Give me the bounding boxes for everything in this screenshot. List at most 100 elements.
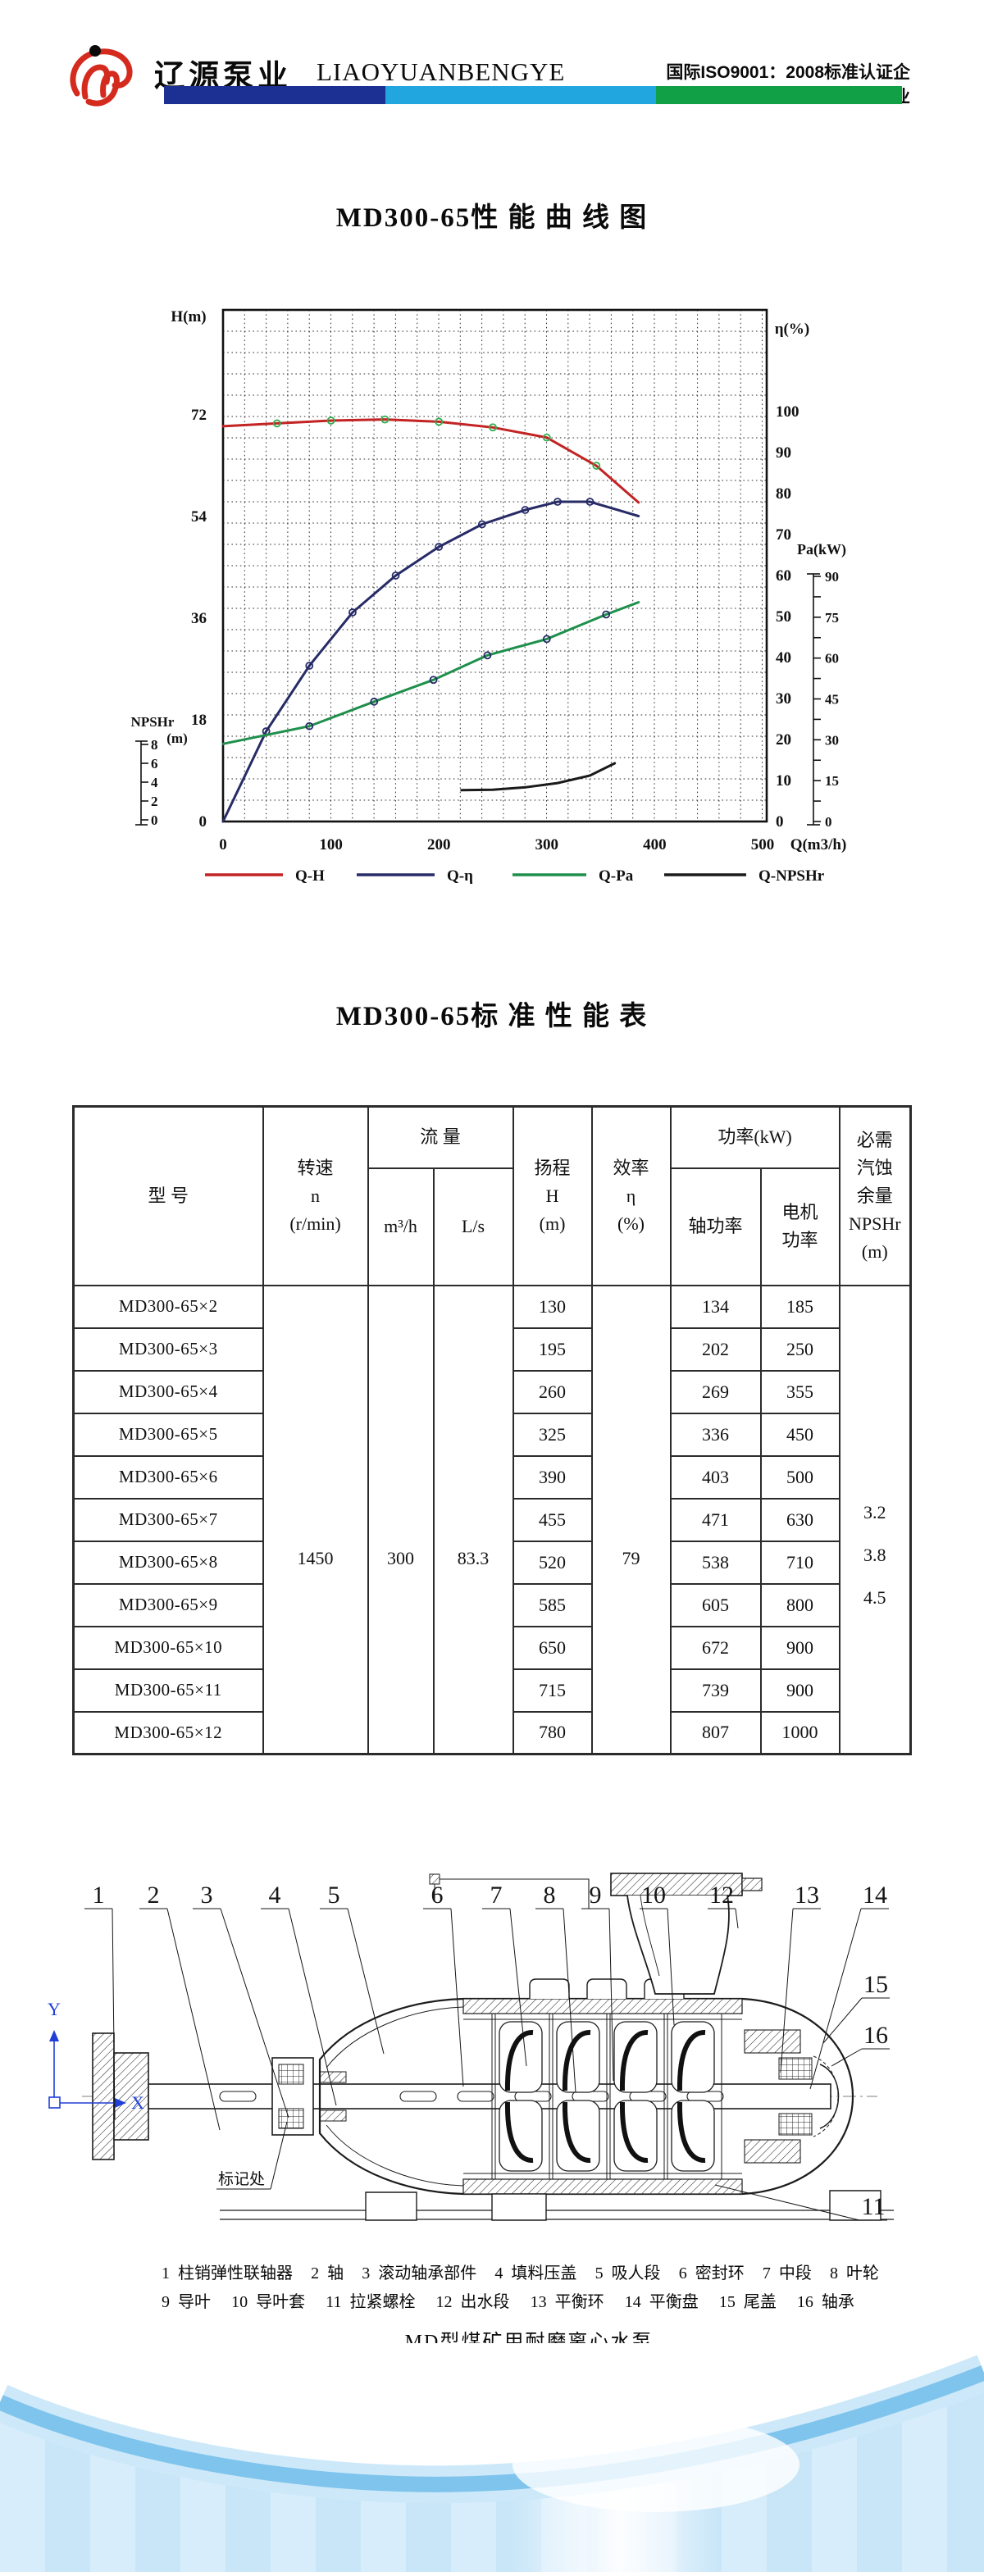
col-header-shaft-power: 轴功率 bbox=[669, 1167, 762, 1286]
part-item-4: 4 填料压盖 bbox=[494, 2260, 576, 2283]
part-item-13: 13 平衡环 bbox=[531, 2288, 604, 2312]
series-Q-Pa bbox=[221, 601, 640, 745]
legend-label: Q-H bbox=[295, 867, 325, 885]
cell-head: 520 bbox=[512, 1540, 593, 1585]
npshr-axis-unit: (m) bbox=[166, 730, 187, 746]
cell-efficiency-merged: 79 bbox=[590, 1284, 672, 1755]
cell-model: MD300-65×7 bbox=[72, 1497, 264, 1542]
part-number: 5 bbox=[594, 2264, 604, 2282]
part-number: 10 bbox=[231, 2293, 248, 2311]
legend-label: Q-Pa bbox=[599, 867, 634, 885]
callout-leader bbox=[112, 1908, 116, 2120]
svg-text:X: X bbox=[131, 2092, 144, 2113]
cell-head: 455 bbox=[512, 1497, 593, 1542]
callout-leader bbox=[509, 1908, 527, 2067]
header-bar-cyan bbox=[385, 86, 656, 104]
col-header-model: 型 号 bbox=[72, 1105, 264, 1286]
data-marker bbox=[391, 571, 400, 580]
cell-shaft-power: 739 bbox=[669, 1668, 762, 1713]
part-name: 出水段 bbox=[460, 2293, 510, 2311]
legend-label: Q-NPSHr bbox=[758, 867, 825, 885]
cell-model: MD300-65×4 bbox=[72, 1369, 264, 1414]
data-marker bbox=[272, 419, 281, 428]
data-marker bbox=[585, 498, 594, 506]
callout-number-14: 14 bbox=[863, 1882, 887, 1909]
cell-motor-power: 800 bbox=[759, 1582, 840, 1627]
callout-number-2: 2 bbox=[148, 1882, 160, 1909]
data-marker bbox=[305, 721, 314, 730]
cell-npshr-merged: 3.2 3.8 4.5 bbox=[838, 1284, 912, 1755]
part-number: 4 bbox=[494, 2264, 503, 2282]
callout-number-8: 8 bbox=[544, 1882, 556, 1909]
data-marker bbox=[521, 506, 530, 514]
pa-axis-label: Pa(kW) bbox=[797, 541, 846, 558]
part-number: 11 bbox=[326, 2293, 342, 2311]
eta-axis-label: η(%) bbox=[775, 321, 809, 338]
footer-wave-graphic bbox=[0, 2343, 984, 2512]
part-name: 轴承 bbox=[821, 2293, 854, 2311]
table-row: MD300-65×3 195 202 250 bbox=[72, 1327, 911, 1372]
axis-tick-label: 10 bbox=[776, 772, 791, 790]
axis-tick-label: 0 bbox=[219, 836, 227, 853]
part-name: 平衡盘 bbox=[649, 2293, 699, 2311]
data-marker bbox=[542, 635, 551, 644]
axis-tick-label: 6 bbox=[151, 756, 158, 771]
axis-tick-label: 0 bbox=[825, 814, 832, 830]
axis-tick-label: 15 bbox=[825, 773, 839, 789]
table-row: MD300-65×9 585 605 800 bbox=[72, 1582, 911, 1627]
callout-number-10: 10 bbox=[641, 1882, 666, 1909]
part-item-11: 11 拉紧螺栓 bbox=[326, 2288, 415, 2312]
data-marker bbox=[326, 416, 335, 425]
part-number: 2 bbox=[311, 2264, 320, 2282]
axis-tick-label: 75 bbox=[825, 610, 839, 626]
legend-label: Q-η bbox=[447, 867, 473, 885]
perf-table-title: MD300-65标 准 性 能 表 bbox=[335, 1002, 649, 1031]
axis-tick-label: 30 bbox=[825, 732, 839, 748]
cell-shaft-power: 605 bbox=[669, 1582, 762, 1627]
part-name: 叶轮 bbox=[845, 2264, 879, 2282]
data-marker bbox=[483, 651, 492, 660]
part-number: 12 bbox=[435, 2293, 453, 2311]
part-number: 1 bbox=[162, 2264, 170, 2282]
cell-model: MD300-65×2 bbox=[72, 1284, 264, 1329]
axis-tick-label: 500 bbox=[751, 836, 775, 853]
callout-leader bbox=[288, 1908, 337, 2106]
part-number: 14 bbox=[624, 2293, 641, 2311]
axis-tick-label: 0 bbox=[776, 813, 784, 831]
data-marker bbox=[429, 676, 438, 685]
data-marker bbox=[380, 415, 390, 424]
callout-number-6: 6 bbox=[431, 1882, 444, 1909]
cell-model: MD300-65×9 bbox=[72, 1582, 264, 1627]
company-logo-icon bbox=[70, 45, 133, 107]
axis-tick-label: 70 bbox=[776, 526, 791, 544]
table-row: MD300-65×4 260 269 355 bbox=[72, 1369, 911, 1414]
part-number: 8 bbox=[829, 2264, 838, 2282]
col-header-flow-ls: L/s bbox=[432, 1167, 514, 1286]
part-number: 3 bbox=[362, 2264, 371, 2282]
cell-shaft-power: 202 bbox=[669, 1327, 762, 1372]
mark-spot-label: 标记处 bbox=[218, 2170, 265, 2188]
cell-head: 325 bbox=[512, 1412, 593, 1457]
callout-leader bbox=[780, 1908, 794, 2073]
cell-model: MD300-65×12 bbox=[72, 1710, 264, 1755]
part-name: 填料压盖 bbox=[511, 2264, 577, 2282]
axis-tick-label: 72 bbox=[191, 407, 207, 424]
part-item-16: 16 轴承 bbox=[797, 2288, 854, 2312]
col-header-flow-m3h: m³/h bbox=[367, 1167, 435, 1286]
cell-head: 780 bbox=[512, 1710, 593, 1755]
cell-shaft-power: 672 bbox=[669, 1625, 762, 1670]
col-header-speed: 转速 n (r/min) bbox=[262, 1105, 369, 1286]
cell-model: MD300-65×11 bbox=[72, 1668, 264, 1713]
col-header-motor-power: 电机 功率 bbox=[759, 1167, 840, 1286]
part-item-3: 3 滚动轴承部件 bbox=[362, 2260, 476, 2283]
part-name: 柱销弹性联轴器 bbox=[178, 2264, 293, 2282]
table-row: MD300-65×2 1450 300 83.3 130 79 134 185 3.2 3.8 … bbox=[72, 1284, 912, 1755]
cell-motor-power: 250 bbox=[759, 1327, 840, 1372]
callout-leader bbox=[735, 1908, 739, 1929]
curve-chart-title: MD300-65性 能 曲 线 图 bbox=[335, 203, 649, 233]
axis-tick-label: 40 bbox=[776, 649, 791, 667]
cell-head: 650 bbox=[512, 1625, 593, 1670]
data-marker bbox=[554, 498, 562, 506]
